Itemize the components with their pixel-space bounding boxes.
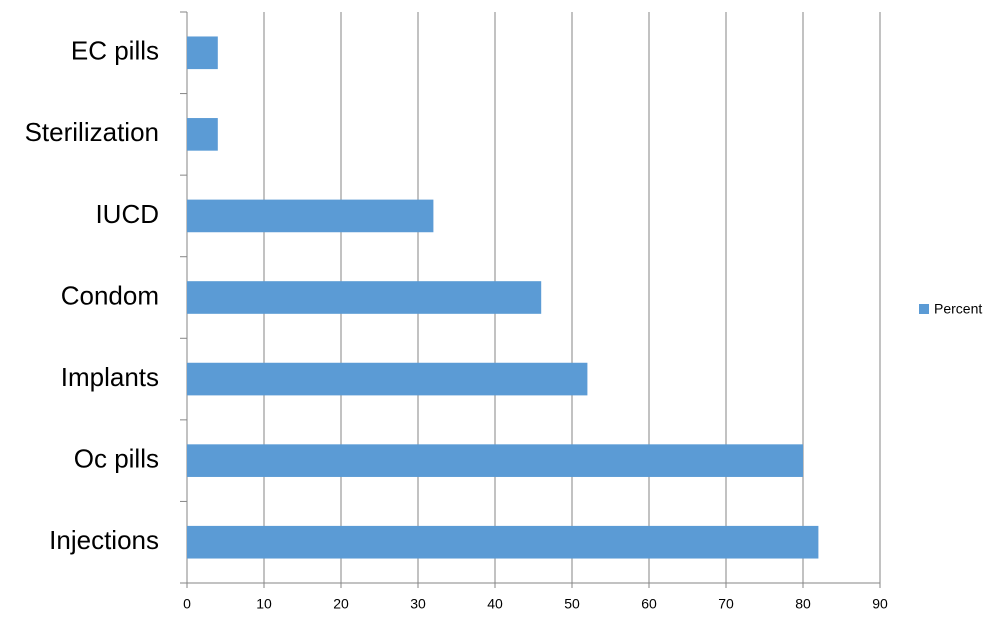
bar <box>187 444 803 477</box>
x-tick-label: 10 <box>256 596 272 612</box>
x-tick-label: 70 <box>718 596 734 612</box>
y-tick-label: Implants <box>61 362 159 392</box>
bar <box>187 118 218 151</box>
x-tick-label: 90 <box>872 596 888 612</box>
y-tick-label: EC pills <box>71 36 159 66</box>
bar <box>187 525 819 559</box>
x-tick-label: 80 <box>795 596 811 612</box>
bar <box>187 199 434 233</box>
legend-swatch <box>919 304 929 314</box>
x-tick-label: 40 <box>487 596 503 612</box>
bar <box>187 362 588 396</box>
y-tick-label: Injections <box>49 525 159 555</box>
y-tick-label: Sterilization <box>25 117 159 147</box>
legend-label: Percent <box>934 301 982 317</box>
bar <box>187 36 218 70</box>
x-tick-label: 50 <box>564 596 580 612</box>
y-tick-label: Oc pills <box>74 444 159 474</box>
bar <box>187 281 542 314</box>
x-tick-label: 20 <box>333 596 349 612</box>
y-tick-label: Condom <box>61 280 159 310</box>
legend: Percent <box>919 301 982 317</box>
x-tick-label: 30 <box>410 596 426 612</box>
y-tick-label: IUCD <box>95 199 159 229</box>
x-tick-label: 0 <box>183 596 191 612</box>
x-tick-label: 60 <box>641 596 657 612</box>
